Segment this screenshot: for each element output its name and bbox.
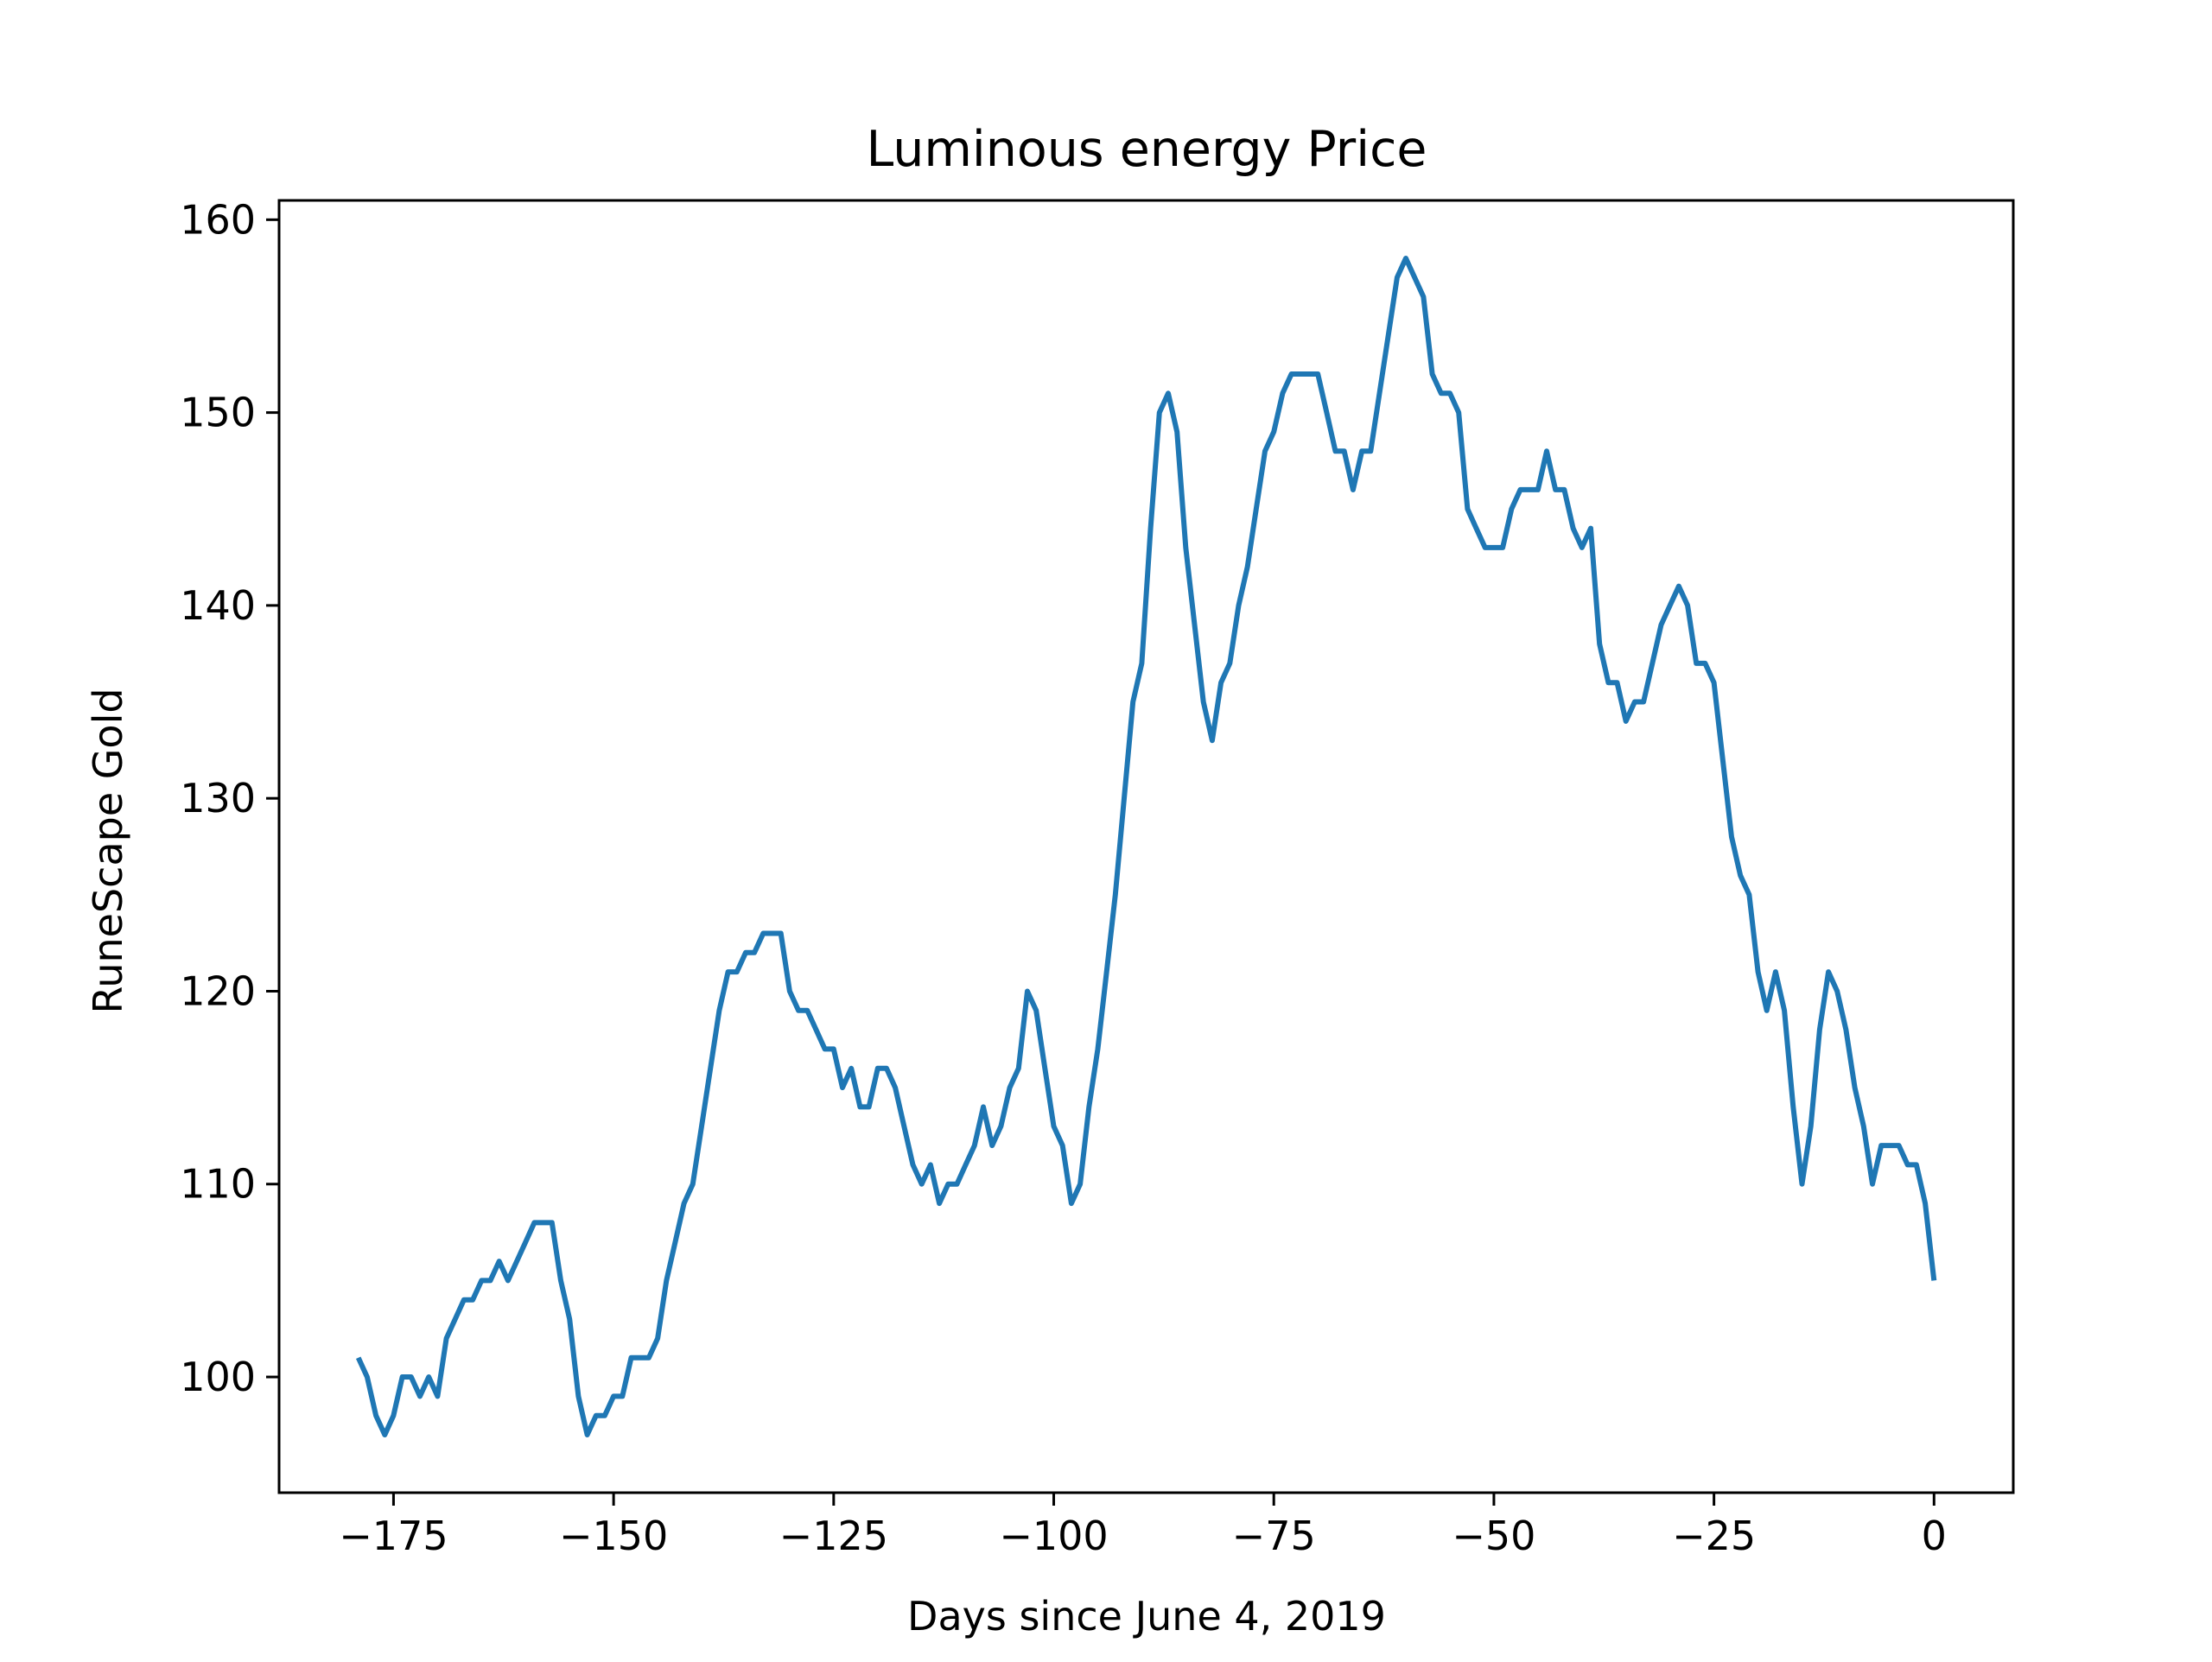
x-tick-label: −25 (1672, 1513, 1756, 1559)
x-tick-label: −100 (999, 1513, 1108, 1559)
x-tick-label: 0 (1922, 1513, 1947, 1559)
x-tick-label: −175 (339, 1513, 448, 1559)
x-tick-label: −125 (779, 1513, 888, 1559)
y-tick-label: 100 (180, 1354, 256, 1400)
y-tick-label: 120 (180, 967, 256, 1014)
x-tick-label: −150 (559, 1513, 668, 1559)
y-axis-label: RuneScape Gold (85, 688, 131, 1013)
x-axis: −175 −150 −125 −100 −75 −50 −25 0 (339, 1493, 1947, 1559)
y-tick-label: 160 (180, 196, 256, 243)
y-tick-label: 150 (180, 390, 256, 436)
chart-title: Luminous energy Price (867, 121, 1427, 178)
y-tick-label: 140 (180, 582, 256, 629)
series-line-0 (355, 256, 1937, 1437)
x-tick-label: −50 (1452, 1513, 1535, 1559)
y-tick-label: 130 (180, 775, 256, 821)
x-tick-label: −75 (1232, 1513, 1316, 1559)
y-tick-label: 110 (180, 1161, 256, 1208)
plot-frame (277, 199, 2015, 1494)
x-axis-label: Days since June 4, 2019 (907, 1593, 1386, 1640)
y-axis: 100 110 120 130 140 150 160 (180, 196, 279, 1400)
plot-area (355, 256, 1937, 1437)
